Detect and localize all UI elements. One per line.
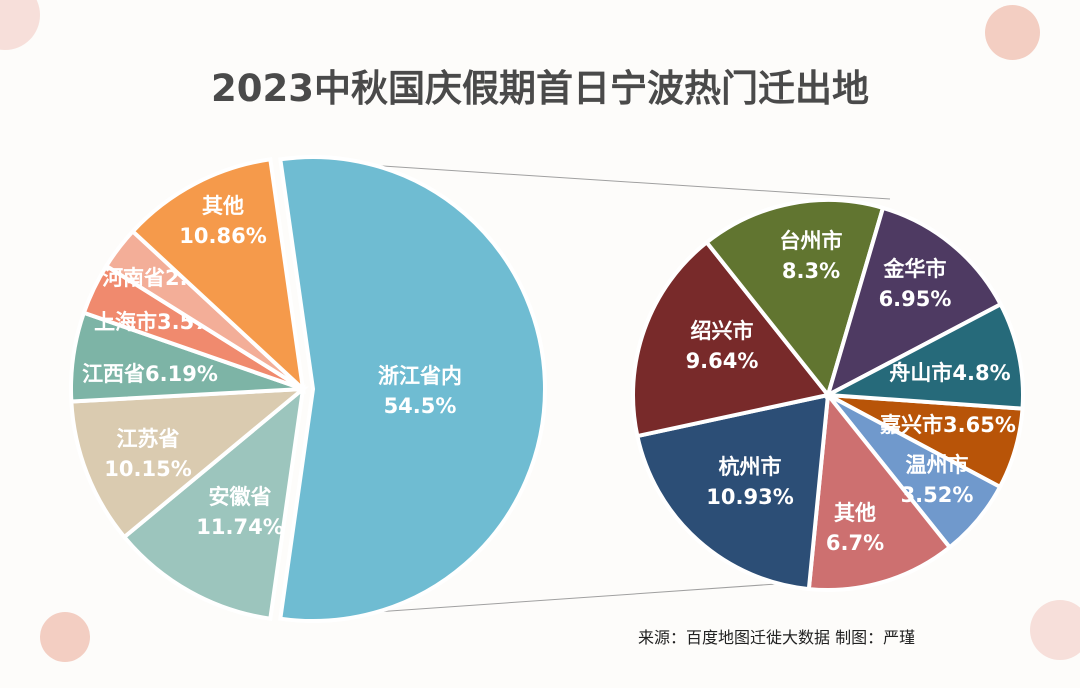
chart-title: 2023中秋国庆假期首日宁波热门迁出地	[211, 67, 869, 110]
main-pie-slice	[129, 157, 306, 395]
slice-label: 江西省6.19%	[82, 362, 218, 386]
main-pie-label: 浙江省内 54.5%	[378, 364, 462, 418]
slice-label-name: 其他	[834, 501, 876, 525]
secondary-labels: 嘉兴市3.65% 温州市 3.52% 其他 6.7% 杭州市 10.93% 绍兴市 9.64% 台…	[686, 229, 1016, 555]
main-pie-slice	[121, 384, 306, 621]
main-pie-label: 安徽省 11.74%	[196, 485, 283, 539]
main-pie-label: 江苏省 10.15%	[104, 427, 191, 481]
slice-label-value: 10.86%	[179, 224, 266, 248]
main-pie-label: 江西省6.19%	[82, 362, 218, 386]
flower-decoration-bottom-left	[40, 612, 90, 662]
slice-label-value: 9.64%	[686, 349, 759, 373]
slice-label-name: 温州市	[906, 453, 969, 477]
secondary-pie-slice	[806, 389, 953, 592]
main-pie-slice	[69, 386, 309, 540]
slice-label-value: 8.3%	[782, 259, 840, 283]
secondary-pie-slice	[824, 205, 1004, 399]
slice-label-value: 6.7%	[826, 531, 884, 555]
secondary-pie-slice	[703, 198, 886, 400]
slice-label-name: 台州市	[780, 229, 843, 253]
secondary-pie-slice	[631, 239, 832, 439]
slice-label-name: 浙江省内	[378, 364, 462, 388]
secondary-pie-slice	[634, 392, 831, 592]
secondary-pie-slice	[820, 301, 1025, 411]
flower-decoration-top-right	[985, 5, 1040, 60]
slice-label: 嘉兴市3.65%	[880, 413, 1016, 437]
main-pie-slice	[278, 155, 547, 623]
slice-label-value: 10.15%	[104, 457, 191, 481]
slice-label-name: 杭州市	[719, 455, 782, 479]
slice-label-name: 江苏省	[117, 427, 180, 451]
slice-label-name: 其他	[202, 194, 244, 218]
slice-label-name: 金华市	[883, 257, 947, 281]
slice-label-name: 绍兴市	[691, 319, 754, 343]
slice-label-name: 安徽省	[209, 485, 272, 509]
slice-label: 舟山市4.8%	[889, 361, 1010, 385]
slice-label-value: 54.5%	[384, 394, 457, 418]
slice-label-value: 6.95%	[879, 287, 952, 311]
source-note: 来源：百度地图迁徙大数据 制图：严瑾	[638, 628, 916, 647]
slice-label-value: 10.93%	[706, 485, 793, 509]
main-pie-label: 其他 10.86%	[179, 194, 266, 248]
flower-decoration-bottom-right	[1030, 600, 1080, 660]
slice-label-value: 11.74%	[196, 515, 283, 539]
slice-label-value: 3.52%	[901, 483, 974, 507]
